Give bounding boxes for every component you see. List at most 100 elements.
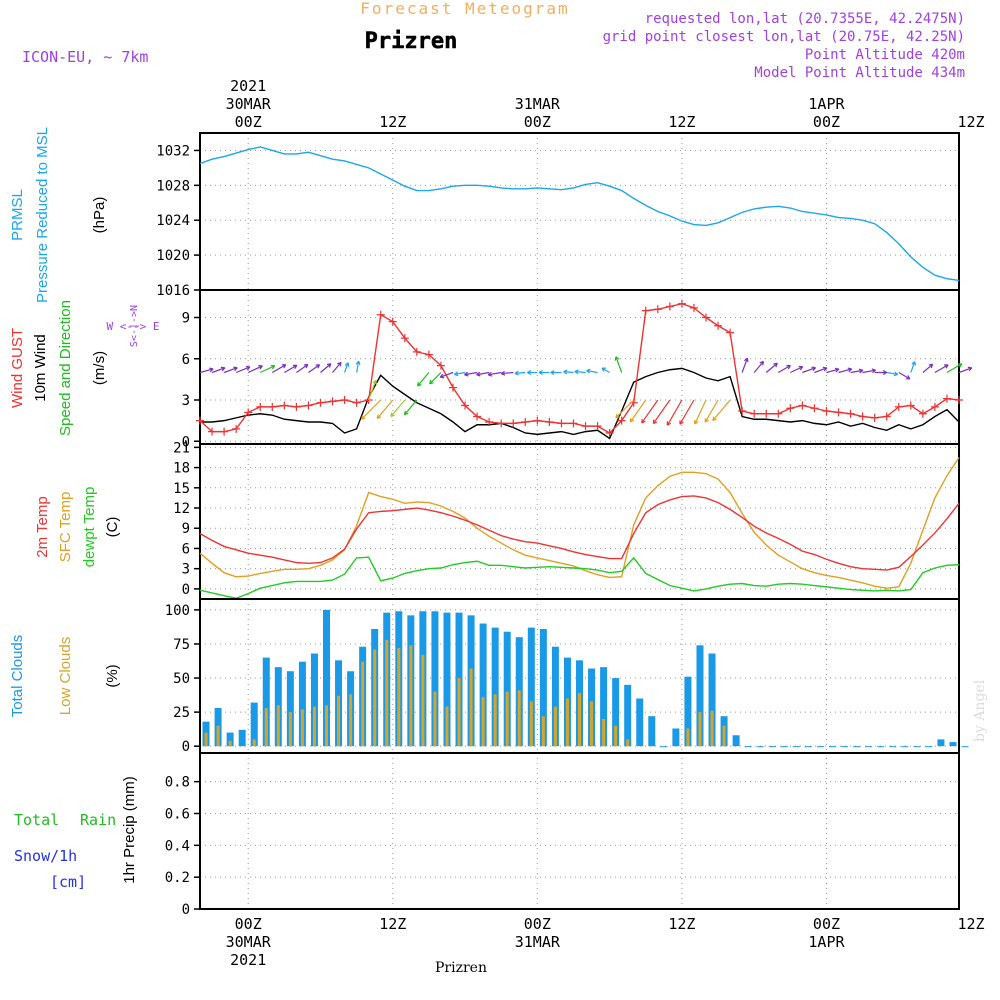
- precip-panel: 0 0.2 0.4 0.6 0.8 Total Rain Snow/1h [cm] 1h…: [14, 752, 960, 918]
- wind-arrow-head: [376, 414, 382, 419]
- low-clouds-bar: [264, 708, 268, 747]
- time-axis-label: 00Z: [235, 915, 262, 933]
- temp-tick-label: 12: [173, 501, 190, 517]
- wind-arrow-head: [360, 415, 366, 420]
- compass-ns: S<-|->N: [129, 305, 140, 347]
- wind-gust-line-marker: [304, 401, 313, 410]
- wind-gust-line-marker: [232, 424, 241, 433]
- wind-gust-line-marker: [822, 407, 831, 415]
- wind-gust-line-marker: [316, 398, 325, 407]
- total-clouds-bar: [865, 746, 873, 748]
- low-clouds-bar: [228, 740, 232, 747]
- wind-gust-line-marker: [798, 401, 807, 410]
- low-clouds-bar: [204, 732, 208, 747]
- wind-gust-line-marker: [714, 321, 723, 330]
- clouds-ylabel-total: Total Clouds: [9, 635, 26, 718]
- low-clouds-bar: [252, 739, 256, 747]
- time-axis-label: 1APR: [808, 95, 845, 113]
- wind-direction-arrow: [958, 367, 972, 374]
- wind-arrow-head: [652, 419, 658, 425]
- wind-gust-line-marker: [412, 347, 421, 356]
- low-clouds-bar: [686, 728, 690, 747]
- wind-gust-line-marker: [689, 303, 698, 312]
- requested-coords: requested lon,lat (20.7355E, 42.2475N): [645, 11, 965, 27]
- wind-direction-arrow: [898, 371, 911, 380]
- precip-frame: [199, 752, 960, 910]
- clouds-ylabel-low: Low Clouds: [57, 637, 74, 715]
- pressure-tick-label: 1024: [156, 213, 190, 229]
- wind-gust-line-marker: [509, 419, 518, 428]
- wind-arrow-head: [326, 363, 332, 368]
- total-clouds-bar: [310, 653, 318, 747]
- total-clouds-bar: [479, 623, 487, 747]
- wind-direction-arrow: [376, 399, 394, 419]
- time-axis-label: 31MAR: [515, 95, 561, 113]
- wind-arrow-head: [586, 368, 591, 374]
- total-clouds-bar: [648, 716, 656, 747]
- wind-arrow-head: [944, 364, 949, 369]
- clouds-tick-label: 50: [173, 671, 190, 687]
- wind-arrow-head: [882, 370, 887, 375]
- wind-gust-line-marker: [208, 427, 217, 436]
- wind-direction-arrow: [679, 399, 695, 425]
- wind-gust-line-marker: [436, 361, 445, 370]
- wind-direction-arrow: [574, 370, 586, 374]
- low-clouds-bar: [288, 712, 292, 747]
- wind-gust-line-marker: [220, 427, 229, 436]
- wind-gust-line-marker: [485, 418, 494, 426]
- low-clouds-bar: [590, 701, 594, 747]
- low-clouds-bar: [349, 694, 353, 747]
- pressure-ylabel-2: Pressure Reduced to MSL: [34, 127, 51, 303]
- total-clouds-bar: [756, 746, 764, 748]
- total-clouds-bar: [744, 746, 752, 748]
- wind-arrow-head: [693, 419, 699, 425]
- wind-arrow-head: [759, 360, 765, 366]
- wind-arrow-head: [704, 418, 709, 423]
- low-clouds-bar: [565, 698, 569, 747]
- pressure-tick-label: 1032: [156, 143, 190, 159]
- low-clouds-bar: [312, 706, 316, 747]
- wind-direction-arrow: [488, 371, 502, 376]
- pressure-line: [199, 146, 960, 282]
- wind-speed-line: [200, 367, 960, 440]
- low-clouds-bar: [698, 712, 702, 747]
- wind-arrow-head: [641, 418, 646, 424]
- wind-gust-line-marker: [557, 419, 566, 428]
- wind-direction-arrow: [814, 367, 828, 374]
- precip-tick-label: 0.8: [165, 775, 190, 791]
- total-clouds-bar: [527, 627, 535, 747]
- footer-location: Prizren: [435, 960, 487, 976]
- time-axis-label: 12Z: [379, 915, 406, 933]
- precip-label-cm: [cm]: [50, 873, 86, 891]
- grid-point-coords: grid point closest lon,lat (20.75E, 42.2…: [603, 29, 965, 45]
- wind-gust-line-marker: [834, 408, 843, 417]
- low-clouds-bar: [481, 697, 485, 747]
- total-clouds-bar: [804, 746, 812, 748]
- total-clouds-bar: [768, 746, 776, 748]
- time-axis-label: 12Z: [668, 113, 695, 131]
- wind-gust-line-marker: [244, 408, 253, 417]
- low-clouds-bar: [614, 725, 618, 747]
- wind-direction-arrow: [332, 362, 342, 373]
- pressure-tick-label: 1020: [156, 248, 190, 264]
- compass-we: W <--> E: [107, 320, 160, 333]
- wind-gust-line-marker: [400, 334, 409, 343]
- low-clouds-bar: [493, 694, 497, 747]
- wind-direction-arrow: [615, 356, 623, 373]
- wind-direction-arrow: [826, 368, 839, 374]
- wind-gust-line-marker: [545, 418, 554, 426]
- wind-direction-arrow: [615, 399, 635, 419]
- wind-direction-arrow: [886, 371, 898, 376]
- low-clouds-bar: [385, 639, 389, 747]
- clouds-tick-label: 0: [182, 739, 190, 755]
- wind-arrow-head: [439, 373, 445, 379]
- model-altitude: Model Point Altitude 434m: [754, 65, 965, 81]
- total-clouds-bar: [238, 729, 246, 747]
- low-clouds-bar: [361, 661, 365, 747]
- wind-arrow-head: [270, 364, 276, 370]
- total-clouds-bar: [816, 746, 824, 748]
- total-clouds-bar: [503, 631, 511, 747]
- wind-gust-line-marker: [750, 409, 759, 418]
- wind-direction-arrow: [850, 369, 863, 374]
- wind-arrow-head: [464, 371, 469, 377]
